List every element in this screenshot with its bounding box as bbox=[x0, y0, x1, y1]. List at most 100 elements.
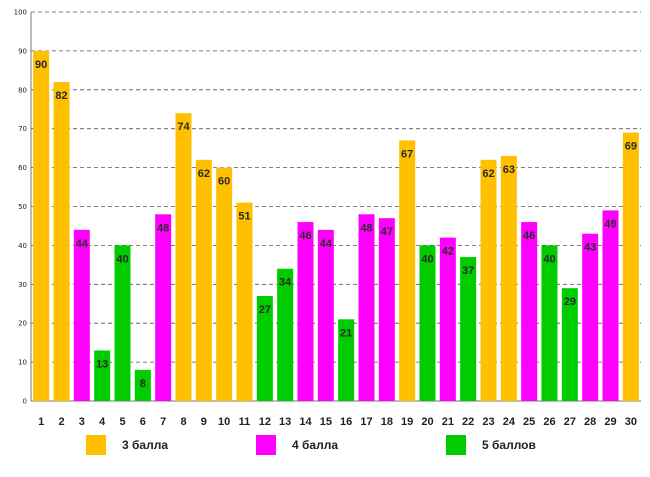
data-label-21: 42 bbox=[442, 246, 454, 258]
legend-item-3: 3 балла bbox=[86, 435, 168, 455]
x-tick-label-16: 16 bbox=[340, 416, 352, 428]
x-tick-label-28: 28 bbox=[584, 416, 596, 428]
y-tick-label-0: 0 bbox=[23, 398, 27, 406]
bar-13 bbox=[277, 268, 294, 401]
y-tick-label-100: 100 bbox=[14, 9, 27, 17]
bar-2 bbox=[53, 82, 70, 402]
x-tick-label-30: 30 bbox=[625, 416, 637, 428]
data-label-23: 62 bbox=[482, 168, 494, 180]
bar-11 bbox=[236, 202, 253, 401]
data-label-24: 63 bbox=[503, 164, 515, 176]
bar-29 bbox=[602, 210, 619, 401]
x-tick-label-11: 11 bbox=[239, 416, 251, 428]
y-tick-label-50: 50 bbox=[18, 203, 27, 211]
legend-item-4: 4 балла bbox=[256, 435, 338, 455]
bar-26 bbox=[541, 245, 558, 401]
legend-swatch-4 bbox=[256, 435, 276, 455]
x-tick-label-12: 12 bbox=[259, 416, 271, 428]
bar-16 bbox=[338, 319, 355, 401]
data-label-5: 40 bbox=[116, 253, 128, 265]
bar-27 bbox=[561, 288, 578, 401]
bar-8 bbox=[175, 113, 192, 401]
data-label-13: 34 bbox=[279, 277, 292, 289]
bar-24 bbox=[500, 155, 517, 401]
data-label-16: 21 bbox=[340, 327, 352, 339]
bar-3 bbox=[73, 229, 90, 401]
data-label-26: 40 bbox=[543, 253, 555, 265]
data-label-2: 82 bbox=[55, 90, 67, 102]
bar-10 bbox=[216, 167, 233, 401]
data-label-22: 37 bbox=[462, 265, 474, 277]
y-tick-label-30: 30 bbox=[18, 281, 27, 289]
data-label-7: 48 bbox=[157, 222, 169, 234]
data-label-10: 60 bbox=[218, 176, 230, 188]
bar-7 bbox=[155, 214, 172, 401]
data-label-17: 48 bbox=[360, 222, 372, 234]
x-tick-label-10: 10 bbox=[218, 416, 230, 428]
x-tick-label-5: 5 bbox=[119, 416, 125, 428]
data-label-4: 13 bbox=[96, 358, 108, 370]
x-tick-label-21: 21 bbox=[442, 416, 454, 428]
legend-label-5: 5 баллов bbox=[482, 438, 536, 452]
x-tick-label-27: 27 bbox=[564, 416, 576, 428]
y-tick-label-20: 20 bbox=[18, 320, 27, 328]
x-tick-label-24: 24 bbox=[503, 416, 516, 428]
x-tick-label-23: 23 bbox=[482, 416, 494, 428]
bar-4 bbox=[94, 350, 111, 401]
bar-14 bbox=[297, 222, 314, 401]
y-tick-label-10: 10 bbox=[18, 359, 27, 367]
data-label-19: 67 bbox=[401, 148, 413, 160]
data-label-20: 40 bbox=[421, 253, 433, 265]
x-tick-label-4: 4 bbox=[99, 416, 106, 428]
x-tick-label-9: 9 bbox=[201, 416, 207, 428]
data-label-6: 8 bbox=[140, 378, 146, 390]
x-tick-label-7: 7 bbox=[160, 416, 166, 428]
bar-22 bbox=[460, 257, 477, 401]
y-tick-label-60: 60 bbox=[18, 164, 27, 172]
data-label-8: 74 bbox=[177, 121, 190, 133]
legend: 3 балла 4 балла 5 баллов bbox=[0, 435, 650, 465]
bar-12 bbox=[256, 295, 273, 401]
data-label-25: 46 bbox=[523, 230, 535, 242]
y-tick-label-80: 80 bbox=[18, 86, 27, 94]
x-tick-label-13: 13 bbox=[279, 416, 291, 428]
x-tick-label-22: 22 bbox=[462, 416, 474, 428]
y-tick-label-70: 70 bbox=[18, 125, 27, 133]
x-tick-label-29: 29 bbox=[604, 416, 616, 428]
y-tick-label-40: 40 bbox=[18, 242, 27, 250]
data-label-18: 47 bbox=[381, 226, 393, 238]
bar-21 bbox=[439, 237, 456, 401]
legend-label-3: 3 балла bbox=[122, 438, 169, 452]
data-label-9: 62 bbox=[198, 168, 210, 180]
x-tick-label-1: 1 bbox=[38, 416, 44, 428]
bar-25 bbox=[521, 222, 538, 401]
bar-19 bbox=[399, 140, 416, 401]
bar-chart-svg: 0102030405060708090100901822443134405864… bbox=[14, 9, 641, 428]
bar-28 bbox=[582, 233, 599, 401]
bar-20 bbox=[419, 245, 436, 401]
x-tick-label-6: 6 bbox=[140, 416, 146, 428]
x-tick-label-18: 18 bbox=[381, 416, 393, 428]
data-label-12: 27 bbox=[259, 304, 271, 316]
data-label-3: 44 bbox=[76, 238, 89, 250]
bar-23 bbox=[480, 159, 497, 401]
x-tick-label-3: 3 bbox=[79, 416, 85, 428]
bar-17 bbox=[358, 214, 375, 401]
data-label-30: 69 bbox=[625, 141, 637, 153]
x-tick-label-26: 26 bbox=[543, 416, 555, 428]
y-tick-label-90: 90 bbox=[18, 47, 27, 55]
x-tick-label-2: 2 bbox=[58, 416, 64, 428]
bar-30 bbox=[622, 132, 639, 401]
x-tick-label-20: 20 bbox=[421, 416, 433, 428]
legend-label-4: 4 балла bbox=[292, 438, 339, 452]
data-label-1: 90 bbox=[35, 59, 47, 71]
legend-swatch-5 bbox=[446, 435, 466, 455]
bar-9 bbox=[195, 159, 212, 401]
bar-15 bbox=[317, 229, 334, 401]
x-tick-label-14: 14 bbox=[299, 416, 312, 428]
x-tick-label-8: 8 bbox=[180, 416, 186, 428]
data-label-14: 46 bbox=[299, 230, 311, 242]
bar-1 bbox=[33, 50, 50, 402]
data-label-11: 51 bbox=[238, 211, 250, 223]
